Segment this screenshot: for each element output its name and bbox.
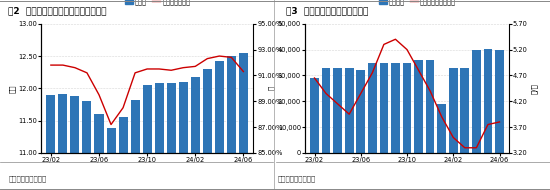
Bar [130,100,140,190]
Bar [333,68,342,153]
Bar [119,117,128,190]
Bar [449,68,458,153]
Y-axis label: 元/斤: 元/斤 [531,83,537,94]
Bar [310,78,319,153]
Bar [179,82,188,190]
Bar [167,83,175,190]
Legend: 存栏量, 产蛋率（右轴）: 存栏量, 产蛋率（右轴） [125,0,190,5]
Bar [368,63,377,153]
Bar [426,60,434,153]
Bar [495,50,504,153]
Bar [203,69,212,190]
Bar [322,68,331,153]
Legend: 销区销量, 鸡蛋月均价（右轴）: 销区销量, 鸡蛋月均价（右轴） [378,0,456,5]
Bar [46,95,56,190]
Bar [82,101,91,190]
Bar [142,85,152,190]
Bar [356,70,365,153]
Bar [460,68,469,153]
Bar [58,93,68,190]
Text: 数据来源：卓创资讯: 数据来源：卓创资讯 [8,176,47,182]
Bar [437,104,446,153]
Bar [414,60,423,153]
Text: 图3  代表市场鸡蛋批发量走势图: 图3 代表市场鸡蛋批发量走势图 [286,6,368,15]
Bar [345,68,354,153]
Bar [215,61,224,190]
Text: 数据来源：卓创资讯: 数据来源：卓创资讯 [278,176,316,182]
Bar [403,63,411,153]
Bar [191,77,200,190]
Text: 图2  全国产蛋鸡存栏量与产蛋率变化图: 图2 全国产蛋鸡存栏量与产蛋率变化图 [8,6,107,15]
Bar [70,96,79,190]
Bar [227,56,236,190]
Bar [95,114,103,190]
Bar [155,83,164,190]
Bar [239,53,248,190]
Bar [379,63,388,153]
Y-axis label: 亿只: 亿只 [9,84,15,93]
Bar [391,63,400,153]
Bar [483,49,492,153]
Bar [107,128,116,190]
Y-axis label: 吨: 吨 [268,86,275,90]
Bar [472,50,481,153]
